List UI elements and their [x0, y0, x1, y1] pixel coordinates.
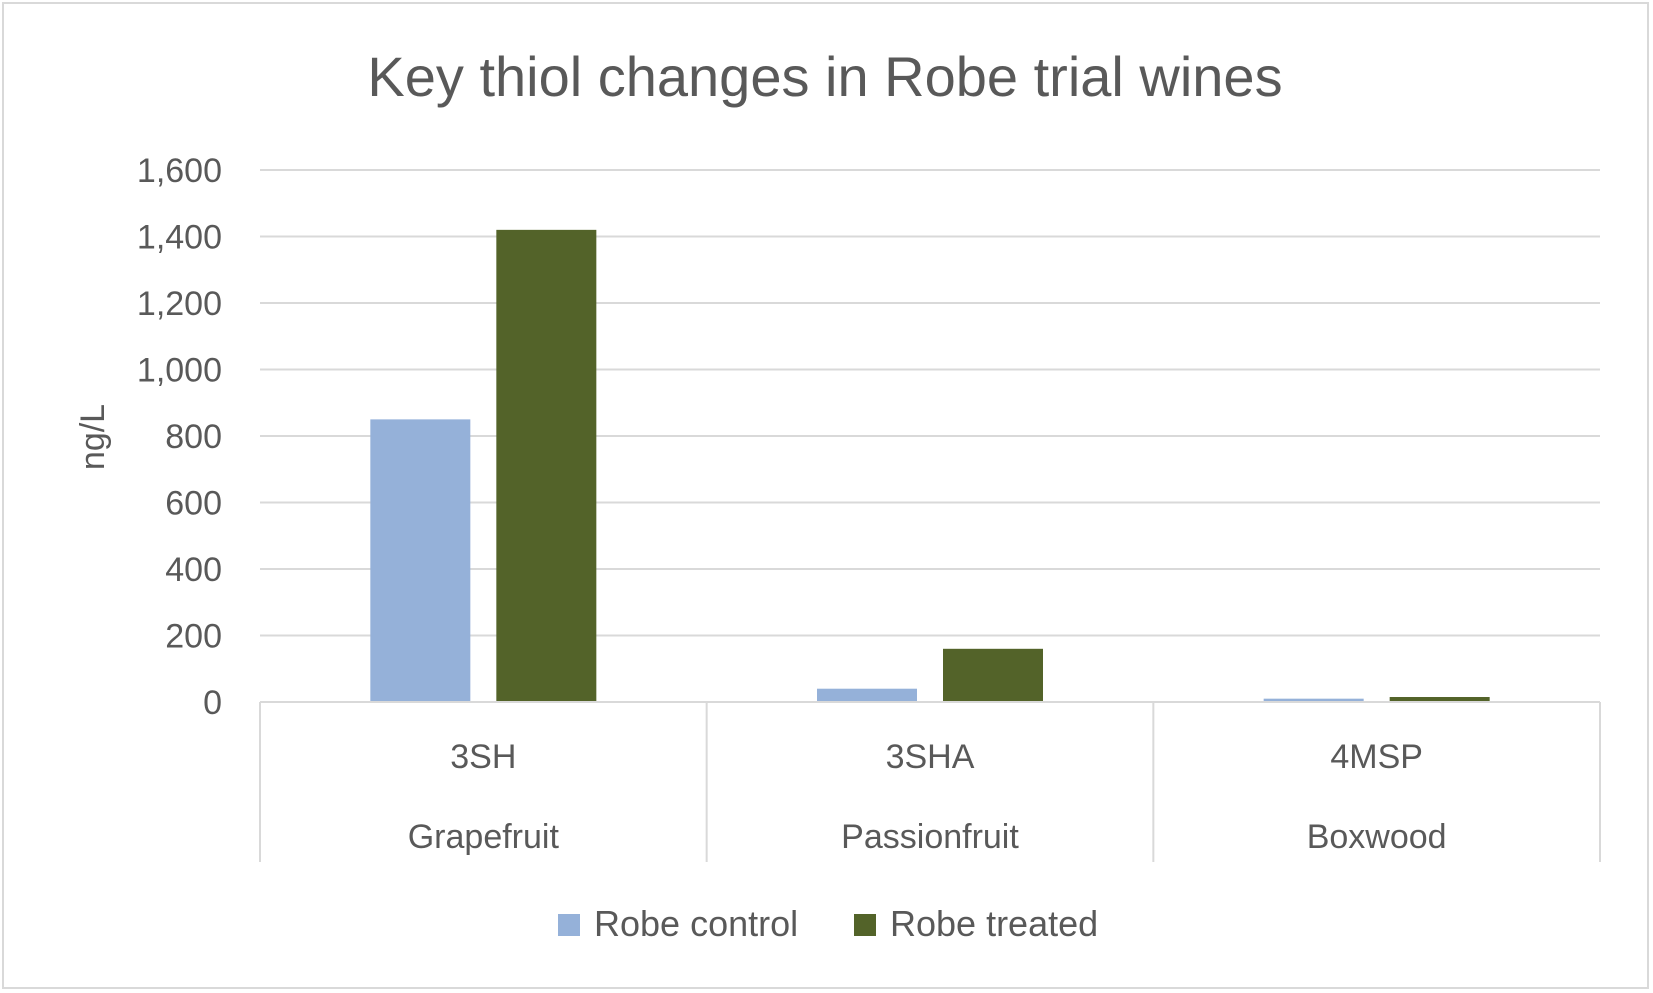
bar-3sh-robe-treated [496, 229, 597, 702]
x-group-label: Boxwood [1307, 818, 1447, 856]
x-tick-label: 3SH [450, 738, 516, 776]
legend-swatch [558, 914, 580, 936]
y-tick-label: 200 [165, 618, 222, 656]
bar-3sha-robe-treated [943, 648, 1043, 702]
y-tick-label: 1,600 [137, 152, 222, 190]
bar-4msp-robe-control [1263, 698, 1364, 702]
legend-label: Robe control [594, 903, 798, 944]
y-tick-label: 800 [165, 418, 222, 456]
legend: Robe control Robe treated [558, 903, 1098, 944]
bar-3sha-robe-control [817, 688, 917, 702]
y-tick-label: 600 [165, 485, 222, 523]
x-tick-label: 3SHA [886, 738, 975, 776]
y-tick-label: 400 [165, 551, 222, 589]
y-tick-label: 1,400 [137, 219, 222, 257]
y-tick-label: 1,200 [137, 285, 222, 323]
x-tick-label: 4MSP [1330, 738, 1423, 776]
bars [370, 229, 1490, 702]
y-tick-label: 0 [203, 684, 222, 722]
legend-swatch [854, 914, 876, 936]
y-axis-ticks: 0 200 400 600 800 1,000 1,200 1,400 1,600 [137, 152, 222, 722]
x-group-label: Passionfruit [841, 818, 1019, 856]
legend-label: Robe treated [890, 903, 1098, 944]
gridlines [260, 169, 1600, 637]
y-axis-label: ng/L [74, 404, 112, 470]
chart-title: Key thiol changes in Robe trial wines [367, 45, 1282, 108]
bar-4msp-robe-treated [1389, 697, 1490, 702]
y-tick-label: 1,000 [137, 352, 222, 390]
bar-3sh-robe-control [370, 419, 471, 702]
x-axis: 3SH Grapefruit 3SHA Passionfruit 4MSP Boxwood [259, 701, 1601, 862]
x-group-label: Grapefruit [408, 818, 560, 856]
